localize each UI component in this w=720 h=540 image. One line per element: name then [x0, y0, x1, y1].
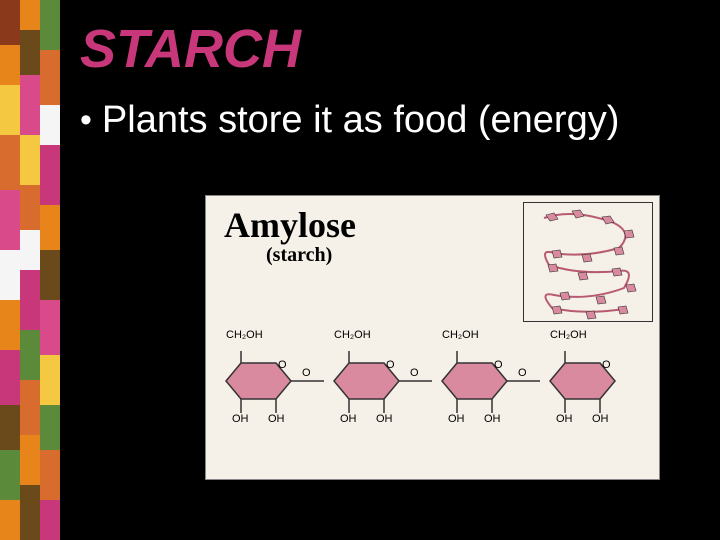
bullet-marker: • — [80, 98, 92, 142]
diagram-subtitle: (starch) — [266, 244, 332, 267]
stripe-segment — [0, 190, 20, 250]
stripe-segment — [0, 300, 20, 350]
stripe-segment — [40, 205, 60, 250]
svg-text:O: O — [602, 359, 611, 371]
stripe-segment — [20, 0, 40, 30]
amylose-diagram: Amylose (starch) — [205, 195, 660, 480]
stripe-segment — [0, 450, 20, 500]
stripe-segment — [20, 30, 40, 75]
svg-text:O: O — [386, 359, 395, 371]
helix-icon — [524, 203, 654, 323]
svg-text:O: O — [278, 359, 287, 371]
oh-label: OH — [376, 413, 393, 425]
glucose-unit: CH₂OH O O OH OH — [216, 351, 311, 436]
stripe-segment — [0, 500, 20, 540]
slide-content: STARCH • Plants store it as food (energy… — [80, 18, 700, 144]
stripe-segment — [0, 85, 20, 135]
ch2oh-label: CH₂OH — [226, 329, 263, 341]
stripe-segment — [0, 350, 20, 405]
stripe-segment — [40, 0, 60, 50]
svg-text:O: O — [518, 367, 527, 379]
stripe-segment — [0, 45, 20, 85]
bullet-item: • Plants store it as food (energy) — [80, 98, 700, 144]
stripe-segment — [20, 75, 40, 135]
svg-text:O: O — [494, 359, 503, 371]
stripe-segment — [20, 230, 40, 270]
stripe-segment — [40, 450, 60, 500]
stripe-segment — [40, 405, 60, 450]
stripe-segment — [40, 355, 60, 405]
stripe-segment — [0, 135, 20, 190]
oh-label: OH — [340, 413, 357, 425]
stripe-segment — [0, 250, 20, 300]
stripe-segment — [20, 485, 40, 540]
svg-text:O: O — [302, 367, 311, 379]
oh-label: OH — [448, 413, 465, 425]
ch2oh-label: CH₂OH — [442, 329, 479, 341]
stripe-segment — [20, 185, 40, 230]
decorative-stripe-bar — [0, 0, 60, 540]
stripe-segment — [40, 105, 60, 145]
glucose-unit: CH₂OH O O OH OH — [324, 351, 419, 436]
glucose-unit: CH₂OH O OH OH — [540, 351, 635, 436]
stripe-segment — [40, 500, 60, 540]
stripe-segment — [20, 330, 40, 380]
oh-label: OH — [232, 413, 249, 425]
oh-label: OH — [268, 413, 285, 425]
stripe-segment — [20, 135, 40, 185]
ch2oh-label: CH₂OH — [334, 329, 371, 341]
bullet-text: Plants store it as food (energy) — [102, 98, 619, 144]
stripe-segment — [20, 435, 40, 485]
svg-text:O: O — [410, 367, 419, 379]
oh-label: OH — [484, 413, 501, 425]
helix-inset — [523, 202, 653, 322]
stripe-segment — [0, 405, 20, 450]
stripe-segment — [40, 300, 60, 355]
ch2oh-label: CH₂OH — [550, 329, 587, 341]
stripe-segment — [40, 250, 60, 300]
stripe-segment — [40, 145, 60, 205]
glucose-chain: CH₂OH O O OH OH CH₂OH O O OH OH CH₂OH O — [216, 321, 649, 461]
stripe-segment — [0, 0, 20, 45]
oh-label: OH — [592, 413, 609, 425]
stripe-segment — [20, 270, 40, 330]
stripe-segment — [40, 50, 60, 105]
oh-label: OH — [556, 413, 573, 425]
stripe-segment — [20, 380, 40, 435]
glucose-unit: CH₂OH O O OH OH — [432, 351, 527, 436]
diagram-title: Amylose — [224, 204, 356, 246]
slide-title: STARCH — [80, 18, 700, 80]
